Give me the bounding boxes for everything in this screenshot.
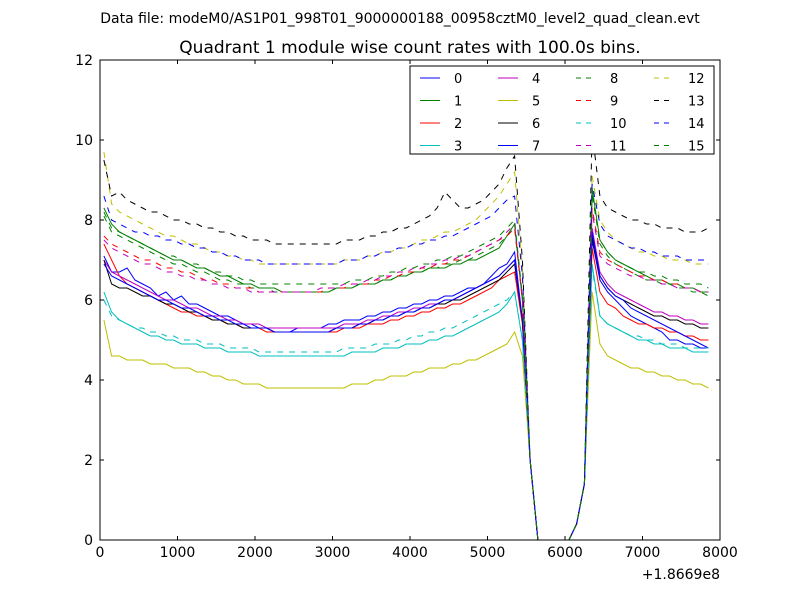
x-offset-label: +1.8669e8: [642, 567, 720, 583]
legend-label: 15: [688, 140, 705, 155]
chart-title: Quadrant 1 module wise count rates with …: [179, 38, 640, 58]
y-tick-label: 12: [75, 53, 93, 69]
series-line-7: [103, 231, 709, 541]
x-tick-label: 5000: [470, 545, 506, 561]
x-tick-label: 4000: [392, 545, 428, 561]
series-line-14: [103, 183, 709, 541]
legend-box: [409, 65, 715, 155]
legend-label: 9: [610, 95, 618, 110]
y-tick-label: 4: [84, 373, 93, 389]
legend-label: 13: [688, 95, 705, 110]
x-tick-label: 3000: [315, 545, 351, 561]
x-tick-label: 7000: [625, 545, 661, 561]
x-tick-label: 1000: [160, 545, 196, 561]
y-tick-label: 6: [84, 293, 93, 309]
axes-layer: 0 1000 2000 3000 4000 5000 6000 7000 80000246810…: [75, 53, 738, 561]
legend-label: 2: [454, 117, 462, 132]
y-tick-label: 2: [84, 453, 93, 469]
series-layer: [103, 131, 709, 541]
series-line-0: [103, 239, 709, 541]
legend-label: 5: [532, 95, 540, 110]
legend-label: 12: [688, 72, 705, 87]
legend-label: 1: [454, 95, 462, 110]
series-line-11: [103, 211, 709, 541]
y-tick-label: 8: [84, 213, 93, 229]
series-line-13: [103, 131, 709, 541]
x-tick-label: 0: [96, 545, 105, 561]
y-tick-label: 0: [84, 533, 93, 549]
legend-label: 14: [688, 117, 705, 132]
x-tick-label: 6000: [547, 545, 583, 561]
x-tick-label: 8000: [702, 545, 738, 561]
suptitle: Data file: modeM0/AS1P01_998T01_90000001…: [100, 11, 700, 27]
series-line-10: [103, 267, 709, 541]
legend-label: 8: [610, 72, 618, 87]
legend-label: 0: [454, 72, 462, 87]
legend-label: 4: [532, 72, 540, 87]
series-line-8: [103, 191, 709, 541]
legend-label: 11: [610, 140, 627, 155]
series-line-5: [103, 291, 709, 541]
legend-label: 6: [532, 117, 540, 132]
x-tick-label: 2000: [237, 545, 273, 561]
legend-label: 7: [532, 140, 540, 155]
y-tick-label: 10: [75, 133, 93, 149]
legend-label: 10: [610, 117, 627, 132]
series-line-15: [103, 195, 709, 541]
legend-label: 3: [454, 140, 462, 155]
